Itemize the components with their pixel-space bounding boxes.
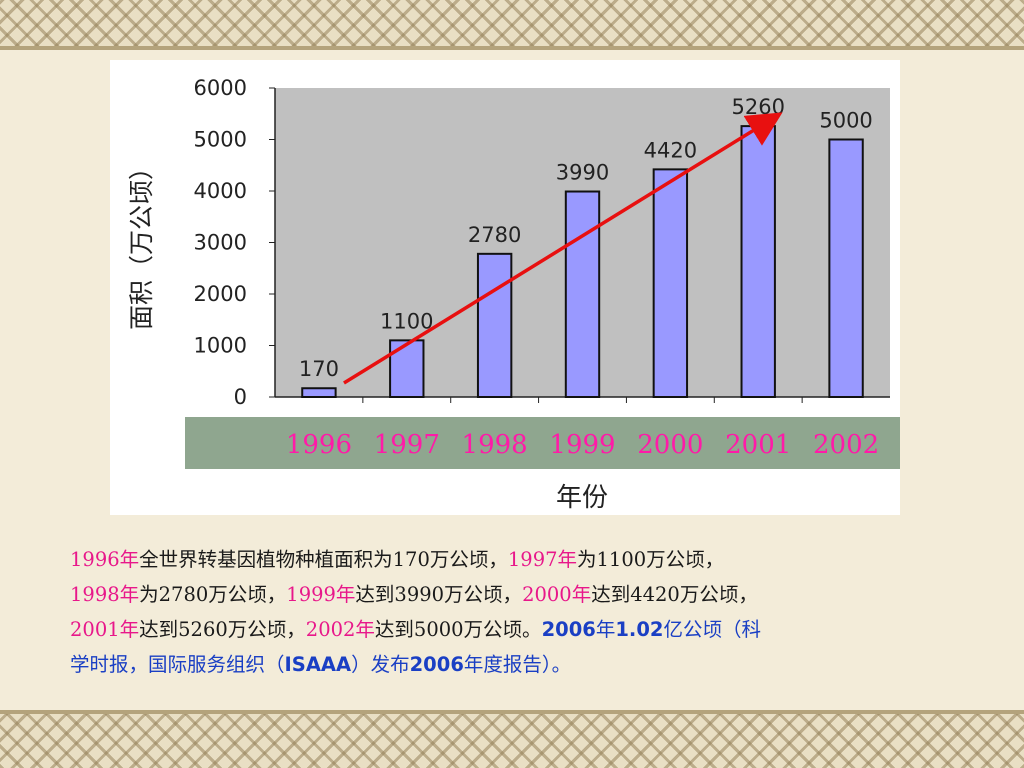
- year-1997: 1997年: [507, 548, 578, 571]
- value-label-1996: 170: [299, 357, 339, 381]
- bar-2001: [740, 125, 776, 399]
- x-tick-label-1997: 1997: [374, 430, 440, 460]
- bar-1998: [476, 252, 513, 398]
- x-tick-label-2002: 2002: [813, 430, 879, 460]
- year-2000: 2000年: [522, 583, 592, 606]
- bar-1997: [389, 339, 425, 399]
- year-2001: 2001年: [70, 618, 140, 641]
- y-tick-label: 3000: [194, 231, 247, 255]
- value-label-1999: 3990: [556, 161, 609, 185]
- bars: [301, 125, 864, 403]
- note-segment: 学时报，国际服务组织（: [70, 653, 285, 676]
- note-segment: 年度报告）。: [463, 653, 572, 676]
- note-value: 1.02: [615, 618, 664, 641]
- bar-1999: [564, 190, 601, 398]
- value-label-2002: 5000: [819, 109, 872, 133]
- bar-chart: 0 1000 2000 3000 4000 5000 6000 170 1100 2780 399…: [127, 76, 900, 513]
- year-1996: 1996年: [70, 548, 140, 571]
- caption-line-4: 学时报，国际服务组织（ISAAA）发布2006年度报告）。: [70, 647, 985, 682]
- chart-card: 0 1000 2000 3000 4000 5000 6000 170 1100 2780 399…: [110, 60, 900, 515]
- y-tick-label: 5000: [194, 128, 247, 152]
- caption-segment: 达到4420万公顷，: [591, 583, 758, 606]
- year-1999: 1999年: [286, 583, 356, 606]
- caption-segment: 达到5000万公顷。: [374, 618, 542, 641]
- y-tick-label: 6000: [194, 76, 247, 100]
- value-label-2001: 5260: [731, 95, 784, 119]
- caption-line-2: 1998年为2780万公顷，1999年达到3990万公顷，2000年达到4420…: [70, 577, 985, 612]
- y-tick-label: 1000: [194, 334, 247, 358]
- bar-1996: [301, 387, 337, 398]
- caption-segment: 达到3990万公顷，: [355, 583, 523, 606]
- bar-2002: [828, 138, 864, 398]
- x-tick-label-1998: 1998: [462, 430, 528, 460]
- y-tick-label: 2000: [194, 282, 247, 306]
- bar-2000: [652, 168, 689, 399]
- y-axis-label: 面积（万公顷）: [127, 155, 156, 330]
- year-1998: 1998年: [70, 583, 140, 606]
- x-axis-label: 年份: [556, 483, 608, 513]
- news-note: 2006年1.02亿公顷（科: [542, 618, 761, 641]
- x-tick-label-2001: 2001: [725, 430, 791, 460]
- value-label-1998: 2780: [468, 223, 521, 247]
- isaaa-label: ISAAA: [284, 653, 352, 676]
- decorative-bottom-border: [0, 710, 1024, 768]
- note-segment: ）发布: [351, 653, 410, 676]
- year-band: [185, 417, 900, 469]
- value-label-2000: 4420: [644, 138, 697, 162]
- trend-arrow: [343, 112, 783, 385]
- report-year: 2006: [409, 653, 464, 676]
- y-ticks: 0 1000 2000 3000 4000 5000 6000: [194, 76, 275, 409]
- note-segment: 亿公顷（科: [663, 618, 761, 641]
- y-tick-label: 0: [234, 385, 247, 409]
- note-segment: 年: [595, 618, 616, 641]
- x-tick-label-1999: 1999: [549, 430, 615, 460]
- caption-line-1: 1996年全世界转基因植物种植面积为170万公顷，1997年为1100万公顷，: [70, 542, 985, 577]
- year-2002: 2002年: [305, 618, 375, 641]
- note-year: 2006: [541, 618, 596, 641]
- x-tick-label-2000: 2000: [637, 430, 703, 460]
- caption-text: 1996年全世界转基因植物种植面积为170万公顷，1997年为1100万公顷， …: [70, 542, 985, 682]
- caption-segment: 全世界转基因植物种植面积为170万公顷，: [139, 548, 508, 571]
- caption-segment: 达到5260万公顷，: [139, 618, 306, 641]
- y-tick-label: 4000: [194, 179, 247, 203]
- caption-line-3: 2001年达到5260万公顷，2002年达到5000万公顷。2006年1.02亿…: [70, 612, 985, 647]
- bar-value-labels: 170 1100 2780 3990 4420 5260 5000: [299, 95, 873, 381]
- x-tick-label-1996: 1996: [286, 430, 352, 460]
- caption-segment: 为1100万公顷，: [577, 548, 725, 571]
- value-label-1997: 1100: [380, 309, 433, 333]
- decorative-top-border: [0, 0, 1024, 50]
- caption-segment: 为2780万公顷，: [139, 583, 287, 606]
- x-tick-labels: 1996 1997 1998 1999 2000 2001 2002: [286, 430, 879, 460]
